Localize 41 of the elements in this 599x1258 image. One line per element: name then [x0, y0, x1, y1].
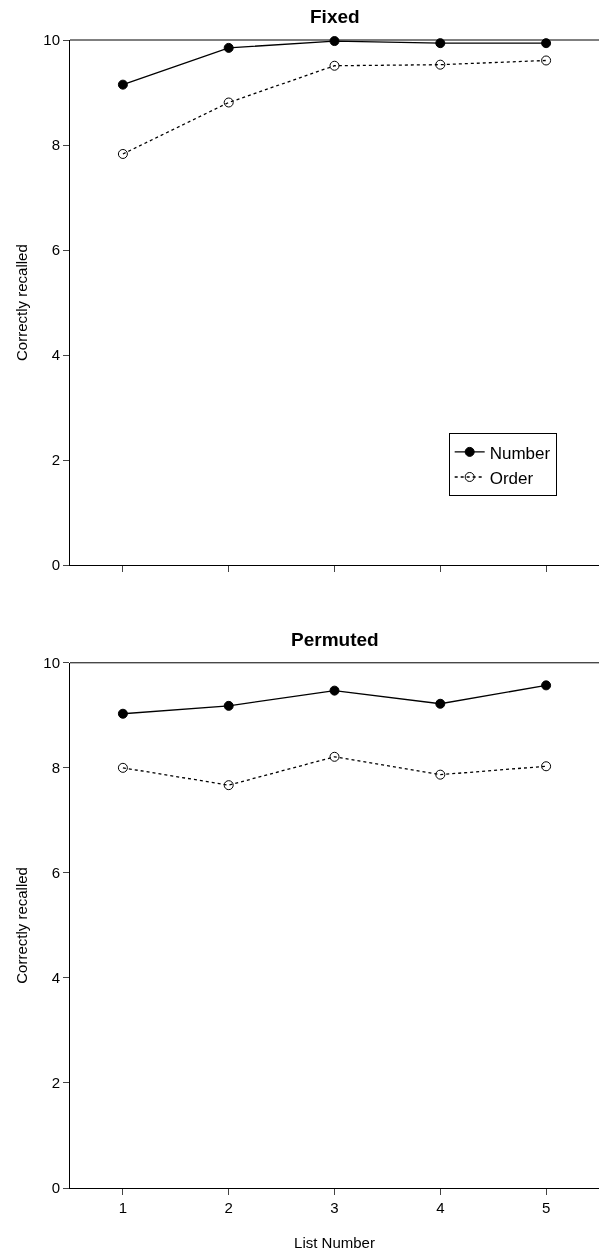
- point: [329, 685, 340, 696]
- point: [329, 60, 340, 71]
- x-tick-label: 3: [330, 1199, 339, 1216]
- y-axis-title: Correctly recalled: [12, 244, 30, 361]
- legend-label: Number: [489, 443, 551, 463]
- y-tick-label: 10: [43, 31, 60, 49]
- y-tick-label: 4: [51, 969, 60, 987]
- y-tick-label: 8: [51, 759, 60, 777]
- y-tick-label: 10: [43, 654, 60, 672]
- point: [435, 769, 446, 780]
- x-tick-label: 4: [436, 1199, 445, 1216]
- point: [117, 708, 128, 719]
- point: [223, 42, 234, 53]
- y-axis-title: Correctly recalled: [12, 867, 30, 984]
- point: [541, 761, 552, 772]
- point: [223, 780, 234, 791]
- y-tick-label: 8: [51, 136, 60, 154]
- y-tick-label: 0: [51, 1179, 60, 1197]
- point: [435, 698, 446, 709]
- legend-label: Order: [489, 468, 534, 488]
- y-tick-label: 6: [51, 241, 60, 259]
- point: [541, 55, 552, 66]
- y-tick-label: 2: [51, 451, 60, 469]
- y-tick-label: 6: [51, 864, 60, 882]
- point: [223, 700, 234, 711]
- point: [541, 680, 552, 691]
- chart-title: Permuted: [291, 629, 379, 650]
- point: [329, 751, 340, 762]
- point: [117, 762, 128, 773]
- x-tick-label: 1: [118, 1199, 128, 1216]
- x-tick-label: 5: [541, 1199, 551, 1216]
- y-tick-label: 4: [51, 346, 60, 364]
- point: [435, 59, 446, 70]
- y-tick-label: 2: [51, 1074, 60, 1092]
- chart-title: Fixed: [310, 6, 360, 27]
- x-tick-label: 2: [224, 1199, 233, 1216]
- y-tick-label: 0: [51, 556, 60, 574]
- point: [117, 148, 128, 159]
- point: [117, 79, 128, 90]
- x-axis-title: List Number: [294, 1234, 375, 1251]
- point: [223, 97, 234, 108]
